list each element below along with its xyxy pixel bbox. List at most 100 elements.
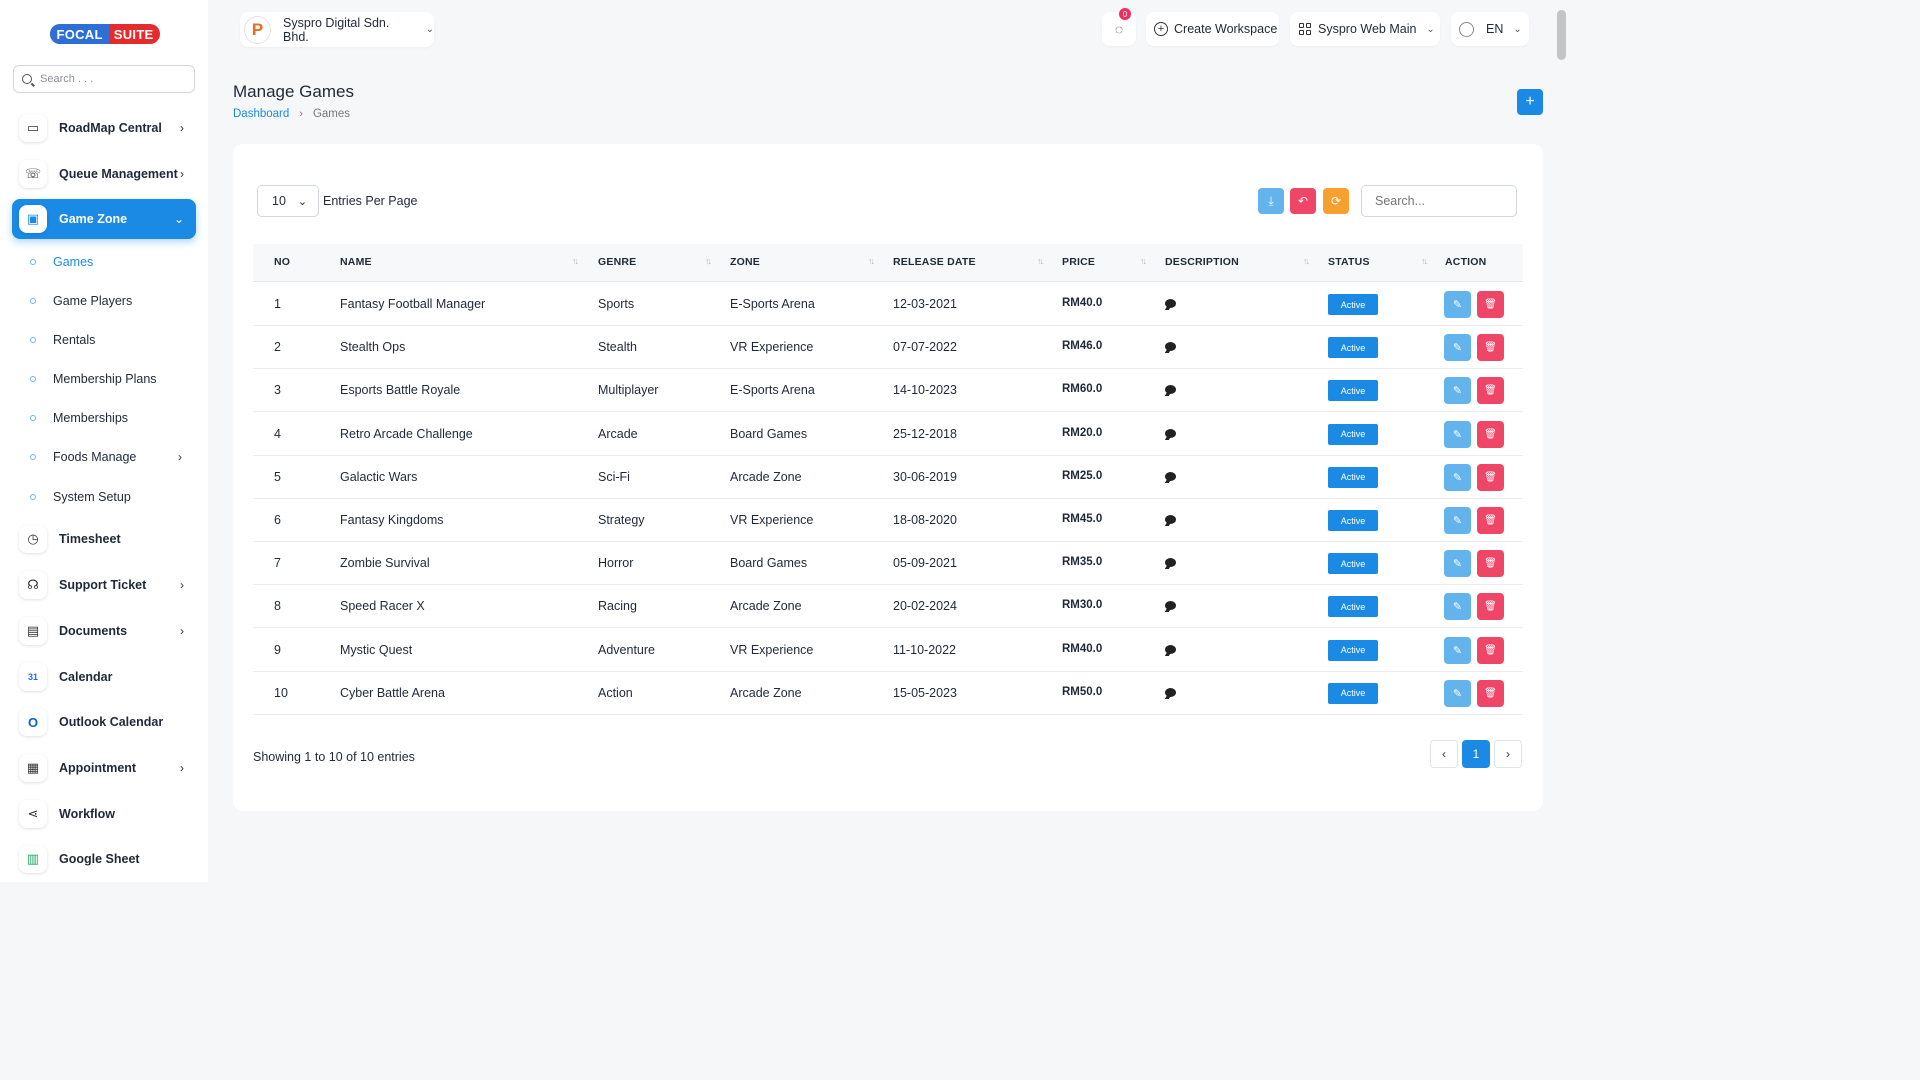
delete-button[interactable]: 🗑 <box>1477 377 1504 405</box>
delete-button[interactable]: 🗑 <box>1477 593 1504 621</box>
edit-button[interactable]: ✎ <box>1444 679 1471 707</box>
add-game-button[interactable]: + <box>1517 89 1543 115</box>
table-row: 6 Fantasy Kingdoms Strategy VR Experience 18… <box>253 499 1523 542</box>
reset-button[interactable]: ↶ <box>1290 188 1316 214</box>
comment-icon[interactable] <box>1165 515 1176 524</box>
cell-price: RM60.0 <box>1062 383 1103 396</box>
sidebar-subitem-games[interactable]: Games <box>30 252 190 272</box>
comment-icon[interactable] <box>1165 644 1176 654</box>
pagination-next[interactable]: › <box>1494 740 1522 768</box>
cell-genre: Sci-Fi <box>598 469 630 484</box>
cell-name: Mystic Quest <box>340 642 413 657</box>
cell-release: 15-05-2023 <box>893 685 957 700</box>
status-badge: Active <box>1328 423 1378 445</box>
edit-button[interactable]: ✎ <box>1444 377 1471 405</box>
globe-icon <box>1459 21 1474 37</box>
sidebar-item-roadmap-central[interactable]: ▭ RoadMap Central › <box>12 108 196 148</box>
sort-icon[interactable]: ↑↓ <box>868 256 875 266</box>
comment-icon[interactable] <box>1165 342 1176 352</box>
sidebar-item-label: Google Sheet <box>59 852 140 866</box>
sidebar-item-documents[interactable]: ▤ Documents › <box>12 611 196 651</box>
sidebar-item-support-ticket[interactable]: ☊ Support Ticket › <box>12 565 196 605</box>
refresh-button[interactable]: ⟳ <box>1323 188 1349 214</box>
sort-icon[interactable]: ↑↓ <box>1037 256 1044 266</box>
pencil-icon: ✎ <box>1452 515 1463 527</box>
edit-button[interactable]: ✎ <box>1444 463 1471 491</box>
chevron-down-icon: ⌄ <box>297 195 308 208</box>
comment-icon[interactable] <box>1165 558 1176 568</box>
download-button[interactable]: ⤓ <box>1258 188 1284 214</box>
delete-button[interactable]: 🗑 <box>1477 291 1504 318</box>
sidebar-subitem-rentals[interactable]: Rentals <box>30 330 190 350</box>
header-price[interactable]: PRICE <box>1062 256 1096 268</box>
cell-name: Retro Arcade Challenge <box>340 426 473 441</box>
header-release-date[interactable]: RELEASE DATE <box>893 256 976 268</box>
edit-button[interactable]: ✎ <box>1444 334 1471 362</box>
sidebar-search-input[interactable]: Search . . . <box>13 65 195 93</box>
page-scrollbar[interactable] <box>1557 10 1566 60</box>
sort-icon[interactable]: ↑↓ <box>1140 256 1147 266</box>
sidebar-subitem-system-setup[interactable]: System Setup <box>30 487 190 507</box>
sidebar-item-queue-management[interactable]: ☏ Queue Management › <box>12 154 196 194</box>
sidebar-item-calendar[interactable]: 31 Calendar <box>12 657 196 697</box>
comment-icon[interactable] <box>1165 428 1176 438</box>
edit-button[interactable]: ✎ <box>1444 291 1471 318</box>
pencil-icon: ✎ <box>1452 428 1463 441</box>
trash-icon: 🗑 <box>1484 515 1497 526</box>
create-workspace-button[interactable]: + Create Workspace <box>1146 12 1279 46</box>
workspace-selector[interactable]: Syspro Web Main ⌄ <box>1290 12 1440 46</box>
sidebar-item-game-zone[interactable]: ▣ Game Zone ⌄ <box>12 199 196 239</box>
trash-icon: 🗑 <box>1484 428 1497 440</box>
comment-icon[interactable] <box>1165 471 1176 481</box>
pagination-prev[interactable]: ‹ <box>1430 740 1458 768</box>
comment-icon[interactable] <box>1165 385 1176 395</box>
edit-button[interactable]: ✎ <box>1444 420 1471 448</box>
sidebar-subitem-game-players[interactable]: Game Players <box>30 291 190 311</box>
header-description[interactable]: DESCRIPTION <box>1165 256 1239 268</box>
language-selector[interactable]: EN ⌄ <box>1451 12 1529 46</box>
header-zone[interactable]: ZONE <box>730 256 760 268</box>
delete-button[interactable]: 🗑 <box>1477 679 1504 707</box>
delete-button[interactable]: 🗑 <box>1477 507 1504 534</box>
delete-button[interactable]: 🗑 <box>1477 463 1504 491</box>
breadcrumb-dashboard-link[interactable]: Dashboard <box>233 108 290 120</box>
cell-genre: Adventure <box>598 642 655 657</box>
sort-icon[interactable]: ↑↓ <box>1303 256 1310 266</box>
entries-per-page-select[interactable]: 10 ⌄ <box>257 185 319 217</box>
company-selector[interactable]: P Syspro Digital Sdn. Bhd. ⌄ <box>240 12 434 47</box>
sidebar-item-appointment[interactable]: ▦ Appointment › <box>12 748 196 788</box>
table-search-input[interactable] <box>1361 185 1517 217</box>
edit-button[interactable]: ✎ <box>1444 636 1471 664</box>
comment-icon[interactable] <box>1165 299 1176 308</box>
cell-price: RM50.0 <box>1062 685 1103 698</box>
brand-logo[interactable]: FOCAL SUITE <box>50 24 160 44</box>
sort-icon[interactable]: ↑↓ <box>572 256 579 266</box>
header-genre[interactable]: GENRE <box>598 256 637 268</box>
delete-button[interactable]: 🗑 <box>1477 636 1504 664</box>
sidebar-subitem-memberships[interactable]: Memberships <box>30 408 190 428</box>
edit-button[interactable]: ✎ <box>1444 507 1471 534</box>
sidebar-item-outlook-calendar[interactable]: O Outlook Calendar <box>12 702 196 742</box>
messages-button[interactable]: ◌ 0 <box>1102 8 1136 46</box>
comment-icon[interactable] <box>1165 601 1176 611</box>
header-name[interactable]: NAME <box>340 256 372 268</box>
edit-button[interactable]: ✎ <box>1444 593 1471 621</box>
delete-button[interactable]: 🗑 <box>1477 550 1504 578</box>
edit-button[interactable]: ✎ <box>1444 550 1471 578</box>
cell-no: 10 <box>274 685 288 700</box>
sidebar-subitem-membership-plans[interactable]: Membership Plans <box>30 369 190 389</box>
sort-icon[interactable]: ↑↓ <box>1421 256 1428 266</box>
comment-icon[interactable] <box>1165 687 1176 697</box>
delete-button[interactable]: 🗑 <box>1477 334 1504 362</box>
outlook-icon: O <box>19 708 47 736</box>
header-status[interactable]: STATUS <box>1328 256 1370 268</box>
sidebar-item-google-sheet[interactable]: ▥ Google Sheet <box>12 839 196 879</box>
sidebar-item-workflow[interactable]: ⋖ Workflow <box>12 794 196 834</box>
pagination-page-1[interactable]: 1 <box>1462 740 1490 768</box>
header-no[interactable]: NO <box>274 256 291 268</box>
sort-icon[interactable]: ↑↓ <box>705 256 712 266</box>
sidebar-subitem-foods-manage[interactable]: Foods Manage › <box>30 447 190 467</box>
sidebar-item-label: Documents <box>59 624 128 638</box>
sidebar-item-timesheet[interactable]: ◷ Timesheet <box>12 519 196 559</box>
delete-button[interactable]: 🗑 <box>1477 420 1504 448</box>
